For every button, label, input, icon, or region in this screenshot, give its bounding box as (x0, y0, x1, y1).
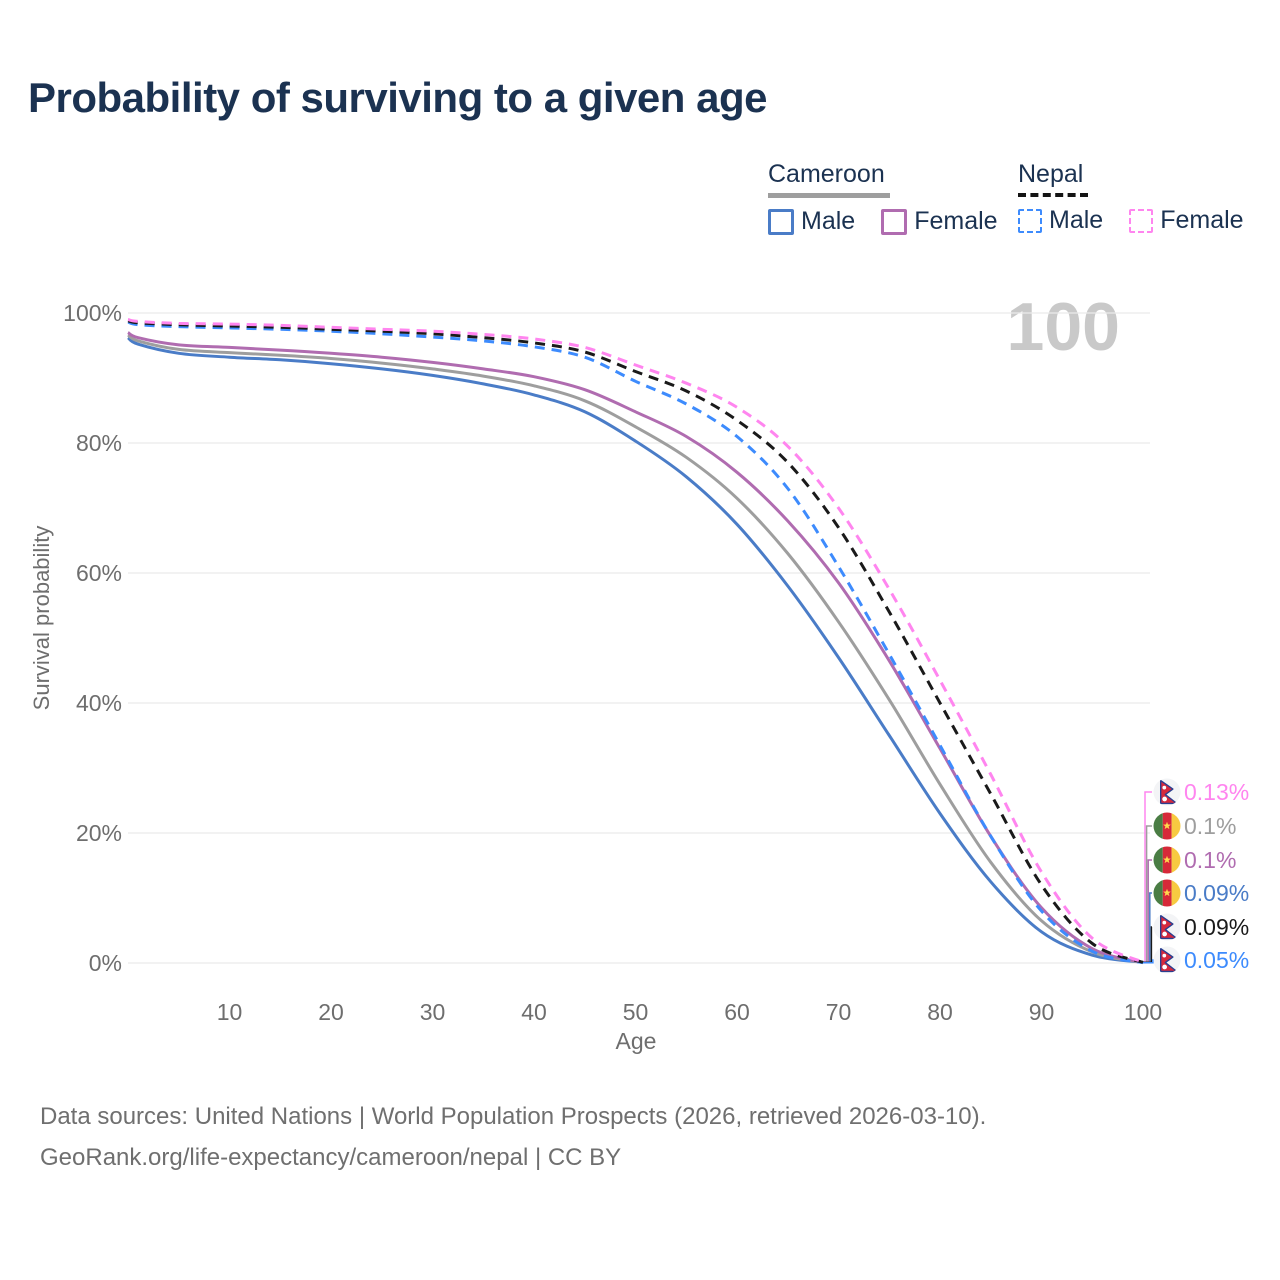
y-axis-title: Survival probability (29, 525, 54, 711)
x-tick-label-50: 50 (623, 999, 649, 1025)
nepal-flag-icon (1153, 778, 1181, 806)
cameroon-flag-icon (1153, 812, 1181, 840)
x-tick-label-10: 10 (217, 999, 243, 1025)
y-tick-label-40: 40% (76, 690, 122, 716)
end-label-value-nepal_total: 0.09% (1184, 914, 1249, 940)
series-line-cameroon_total[interactable] (127, 333, 1144, 964)
legend-nepal-female-label: Female (1160, 206, 1244, 234)
nepal-flag-icon (1153, 913, 1181, 941)
cameroon-male-swatch-icon (768, 208, 794, 235)
cameroon-flag-icon (1153, 846, 1181, 874)
series-line-cameroon_male[interactable] (127, 336, 1144, 964)
x-tick-label-30: 30 (420, 999, 446, 1025)
y-tick-label-60: 60% (76, 560, 122, 586)
legend-cameroon-male-label: Male (801, 207, 856, 235)
footer-data-sources: Data sources: United Nations | World Pop… (40, 1103, 987, 1130)
footer: Data sources: United Nations | World Pop… (40, 1096, 986, 1178)
legend-group-cameroon: Cameroon Male Female (768, 160, 998, 236)
x-tick-label-60: 60 (724, 999, 750, 1025)
nepal-flag-icon (1153, 946, 1181, 974)
x-axis-title: Age (615, 1028, 657, 1054)
footer-attribution: GeoRank.org/life-expectancy/cameroon/nep… (40, 1144, 622, 1171)
end-label-value-cameroon_female: 0.1% (1184, 847, 1236, 873)
end-label-value-nepal_female: 0.13% (1184, 779, 1249, 805)
cameroon-total-line-swatch (768, 193, 890, 198)
legend-item-cameroon-female[interactable]: Female (881, 207, 998, 236)
cameroon-flag-icon (1153, 879, 1181, 907)
y-tick-label-0: 0% (89, 950, 122, 976)
legend-cameroon-female-label: Female (914, 207, 998, 235)
legend-item-nepal-female[interactable]: Female (1129, 206, 1244, 235)
x-tick-label-100: 100 (1124, 999, 1162, 1025)
nepal-total-line-swatch (1018, 193, 1088, 197)
y-tick-label-100: 100% (63, 300, 122, 326)
legend-nepal-male-label: Male (1049, 206, 1104, 234)
legend-cameroon-title[interactable]: Cameroon (768, 160, 885, 188)
end-label-value-cameroon_total: 0.1% (1184, 813, 1236, 839)
series-line-nepal_total[interactable] (127, 319, 1144, 964)
legend-item-cameroon-male[interactable]: Male (768, 207, 855, 236)
x-tick-label-40: 40 (521, 999, 547, 1025)
series-line-nepal_male[interactable] (127, 320, 1144, 965)
nepal-male-swatch-icon (1018, 208, 1042, 233)
x-tick-label-80: 80 (927, 999, 953, 1025)
chart-title: Probability of surviving to a given age (28, 74, 767, 121)
end-label-value-nepal_male: 0.05% (1184, 947, 1249, 973)
cameroon-female-swatch-icon (881, 208, 908, 235)
x-tick-label-70: 70 (826, 999, 852, 1025)
x-tick-label-90: 90 (1029, 999, 1055, 1025)
y-tick-label-80: 80% (76, 430, 122, 456)
x-tick-label-20: 20 (318, 999, 344, 1025)
legend-nepal-title[interactable]: Nepal (1018, 160, 1084, 188)
current-age-watermark: 100 (1006, 289, 1120, 365)
legend-item-nepal-male[interactable]: Male (1018, 206, 1103, 235)
end-label-value-cameroon_male: 0.09% (1184, 880, 1249, 906)
y-tick-label-20: 20% (76, 820, 122, 846)
series-line-nepal_female[interactable] (127, 318, 1144, 964)
nepal-female-swatch-icon (1129, 208, 1154, 233)
legend-group-nepal: Nepal Male Female (1018, 160, 1244, 235)
end-label-connector-nepal_male (1143, 959, 1154, 964)
